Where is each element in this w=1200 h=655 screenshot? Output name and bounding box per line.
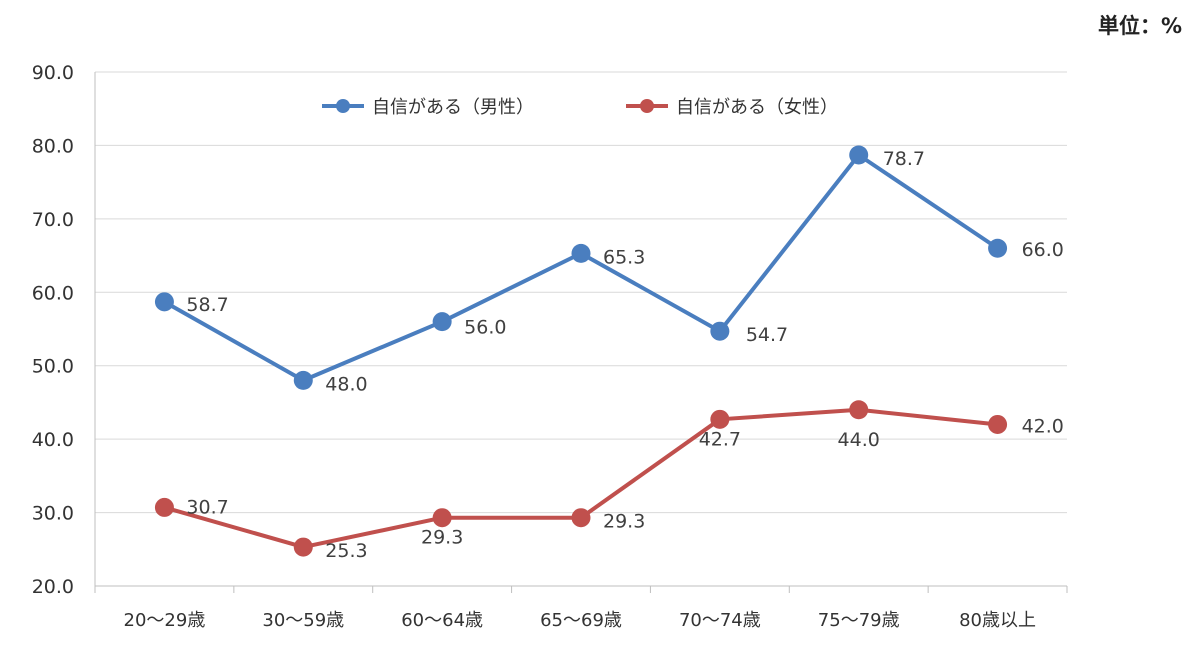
- data-label: 25.3: [325, 540, 367, 562]
- data-point: [154, 497, 174, 517]
- legend-label: 自信がある（男性）: [372, 97, 534, 118]
- data-label: 58.7: [186, 294, 228, 316]
- data-label: 48.0: [325, 373, 367, 395]
- legend-label: 自信がある（女性）: [676, 97, 838, 118]
- y-tick-label: 60.0: [32, 282, 74, 304]
- data-point: [154, 292, 174, 312]
- x-tick-label: 75～79歳: [818, 610, 900, 631]
- x-tick-label: 30～59歳: [262, 610, 344, 631]
- legend-marker: [336, 99, 350, 113]
- y-tick-label: 30.0: [32, 503, 74, 525]
- legend: 自信がある（男性） 自信がある（女性）: [322, 97, 838, 118]
- data-label: 29.3: [603, 511, 645, 533]
- x-axis: [94, 72, 1068, 593]
- gridlines: [95, 71, 1067, 514]
- y-tick-label: 90.0: [32, 62, 74, 84]
- data-label: 42.7: [699, 428, 741, 450]
- data-label: 78.7: [883, 148, 925, 170]
- data-label: 44.0: [838, 429, 880, 451]
- data-point: [432, 312, 452, 332]
- data-point: [710, 321, 730, 341]
- data-point: [988, 238, 1008, 258]
- y-axis-ticks: 20.0 30.0 40.0 50.0 60.0 70.0 80.0 90.0: [32, 62, 74, 598]
- x-axis-ticks: 20～29歳 30～59歳 60～64歳 65～69歳 70～74歳 75～79歳 80歳以…: [124, 610, 1037, 631]
- data-point: [710, 409, 730, 429]
- y-tick-label: 70.0: [32, 209, 74, 231]
- data-point: [293, 537, 313, 557]
- data-label: 30.7: [186, 496, 228, 518]
- data-labels: 58.7 48.0 56.0 65.3 54.7 78.7 66.0 30.7 25.3 29.3…: [186, 148, 1063, 562]
- y-tick-label: 20.0: [32, 576, 74, 598]
- x-tick-label: 70～74歳: [679, 610, 761, 631]
- x-tick-label: 20～29歳: [124, 610, 206, 631]
- data-point: [571, 508, 591, 528]
- x-tick-label: 65～69歳: [540, 610, 622, 631]
- data-point: [988, 414, 1008, 434]
- data-point: [849, 400, 869, 420]
- data-label: 54.7: [746, 324, 788, 346]
- data-point: [849, 145, 869, 165]
- data-point: [432, 508, 452, 528]
- series-group: [154, 145, 1008, 557]
- data-label: 42.0: [1022, 415, 1064, 437]
- data-point: [293, 370, 313, 390]
- legend-marker: [640, 99, 654, 113]
- y-tick-label: 50.0: [32, 356, 74, 378]
- y-tick-label: 40.0: [32, 429, 74, 451]
- y-tick-label: 80.0: [32, 135, 74, 157]
- data-point: [571, 243, 591, 263]
- x-tick-label: 60～64歳: [401, 610, 483, 631]
- data-label: 29.3: [421, 527, 463, 549]
- data-label: 66.0: [1022, 239, 1064, 261]
- series-line: [162, 152, 1000, 383]
- x-tick-label: 80歳以上: [959, 610, 1036, 631]
- data-label: 65.3: [603, 246, 645, 268]
- unit-label: 単位：%: [1097, 14, 1182, 38]
- data-label: 56.0: [464, 317, 506, 339]
